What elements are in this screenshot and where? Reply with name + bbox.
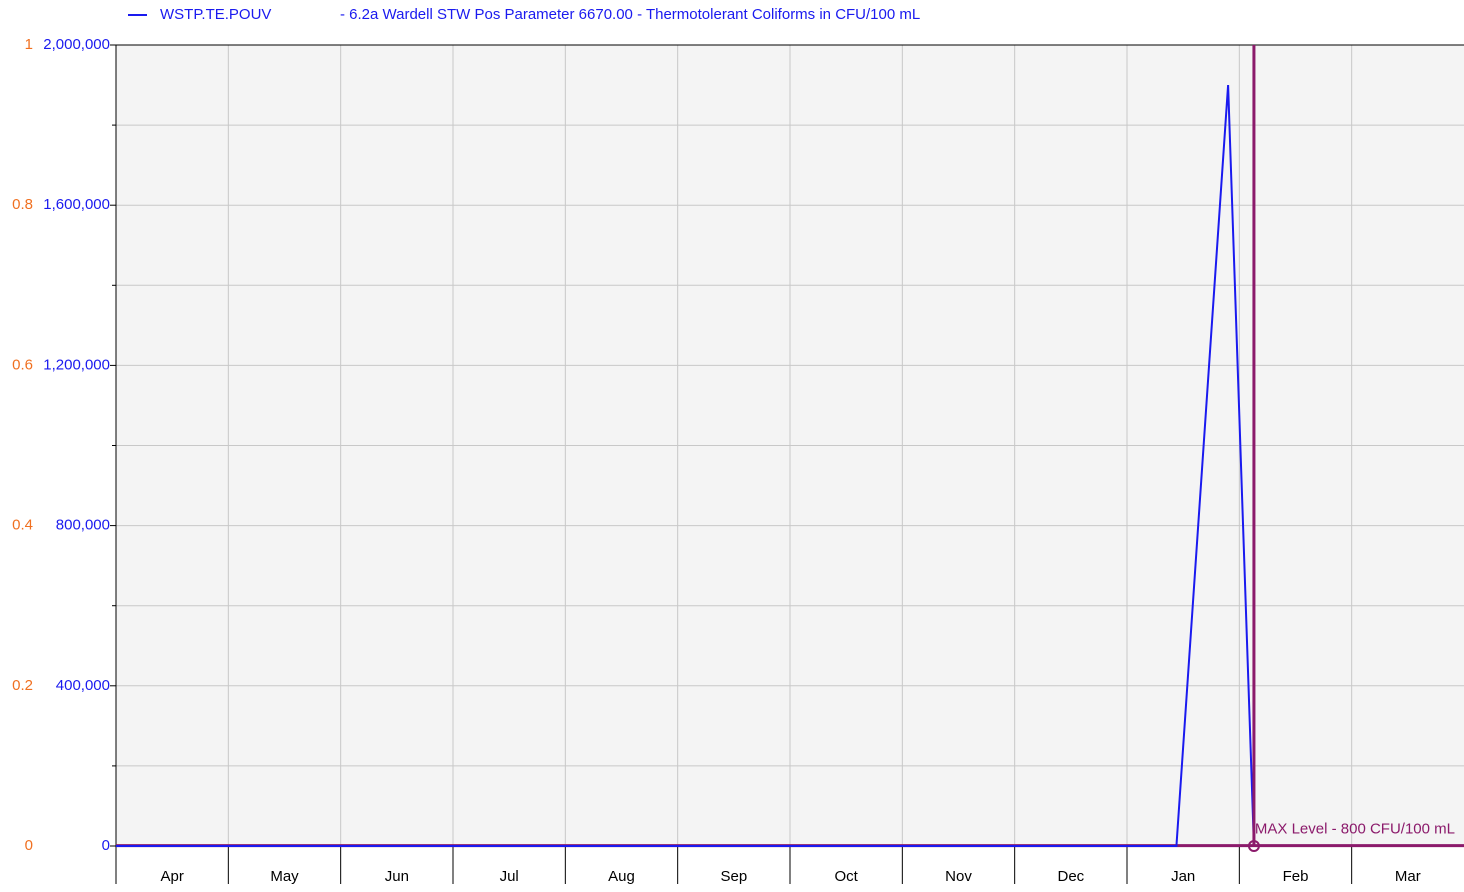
y2-tick-label: 0 — [25, 837, 33, 854]
x-tick-label: Dec — [1057, 868, 1084, 885]
y2-tick-label: 0.8 — [12, 196, 33, 213]
y2-tick-label: 0.2 — [12, 677, 33, 694]
x-tick-label: Mar — [1395, 868, 1421, 885]
y-tick-label: 1,600,000 — [43, 196, 110, 213]
x-tick-label: Aug — [608, 868, 635, 885]
y2-tick-label: 1 — [25, 36, 33, 53]
x-tick-label: Sep — [720, 868, 747, 885]
y-tick-label: 1,200,000 — [43, 356, 110, 373]
y-tick-label: 2,000,000 — [43, 36, 110, 53]
y-tick-label: 800,000 — [56, 517, 110, 534]
limit-label: MAX Level - 800 CFU/100 mL — [1255, 821, 1455, 838]
cursor-marker — [1247, 840, 1260, 852]
y2-tick-label: 0.4 — [12, 517, 33, 534]
x-tick-label: Oct — [834, 868, 858, 885]
x-tick-label: Apr — [160, 868, 183, 885]
x-tick-label: May — [270, 868, 299, 885]
series-line — [116, 84, 1255, 847]
legend-label: WSTP.TE.POUV — [160, 6, 271, 23]
y-tick-label: 400,000 — [56, 677, 110, 694]
y2-tick-label: 0.6 — [12, 356, 33, 373]
x-tick-label: Jul — [500, 868, 519, 885]
x-tick-label: Jan — [1171, 868, 1195, 885]
y-tick-label: 0 — [102, 837, 110, 854]
x-tick-label: Nov — [945, 868, 972, 885]
x-tick-label: Feb — [1283, 868, 1309, 885]
legend-description: - 6.2a Wardell STW Pos Parameter 6670.00… — [340, 6, 920, 23]
x-tick-label: Jun — [385, 868, 409, 885]
